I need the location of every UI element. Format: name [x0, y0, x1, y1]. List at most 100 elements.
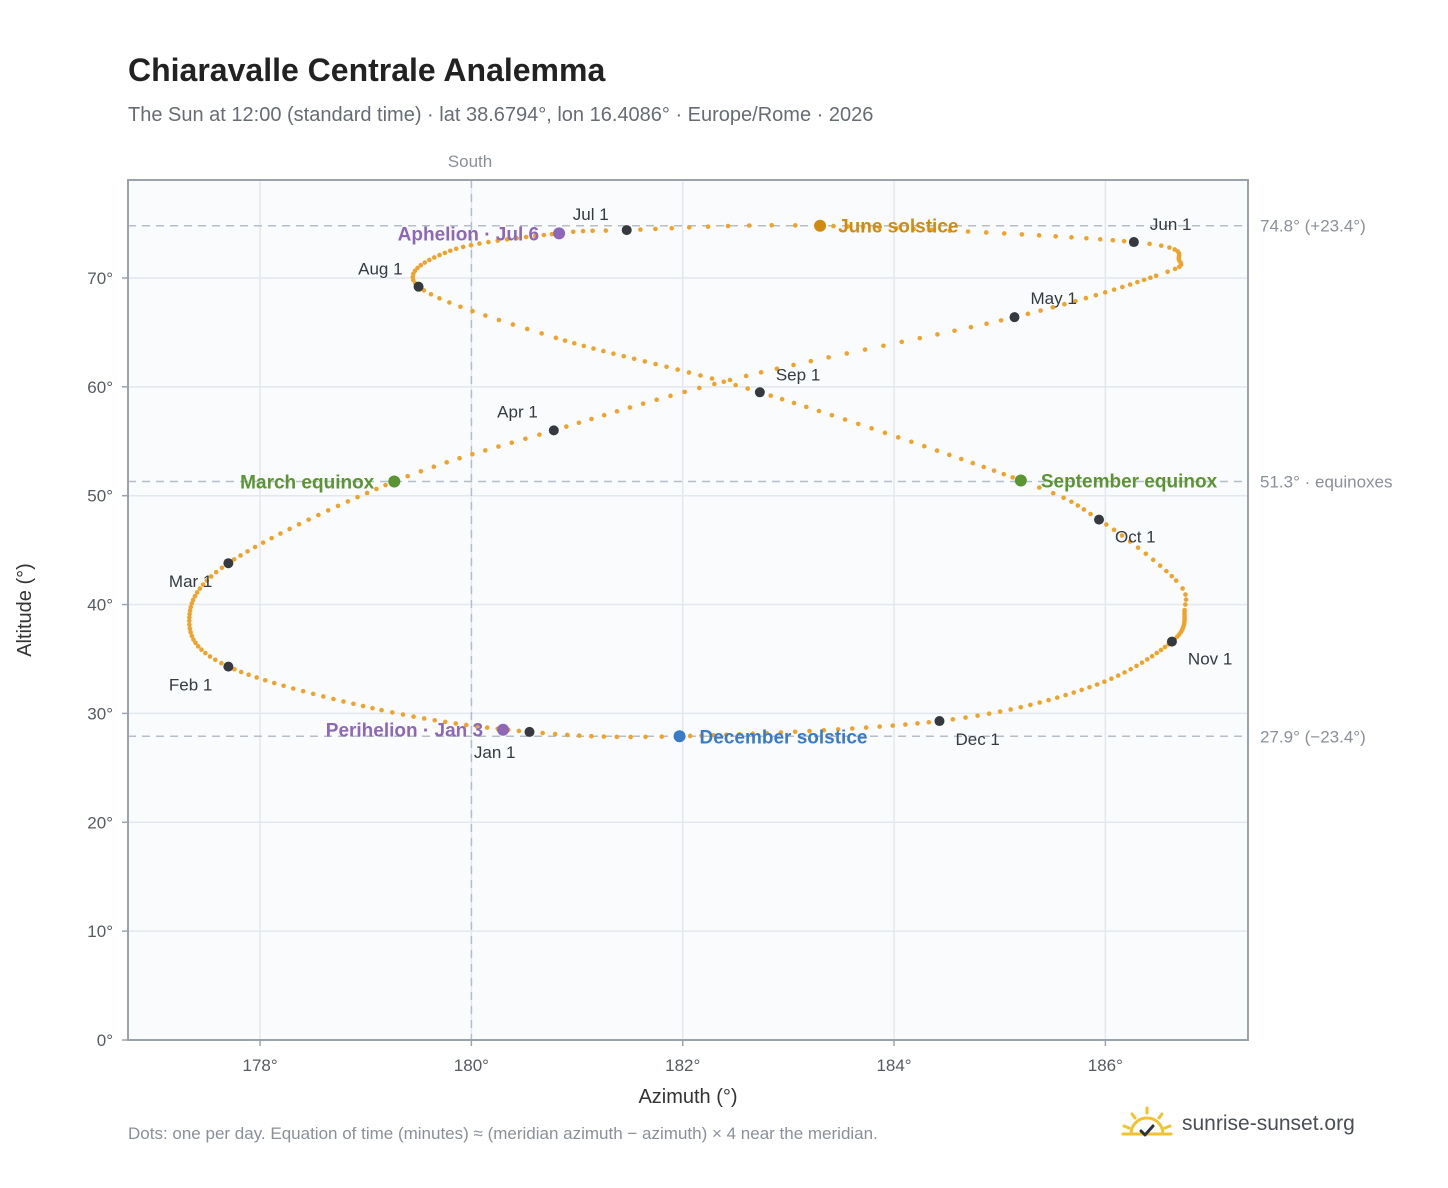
daily-sun-dot: [926, 719, 932, 725]
daily-sun-dot: [1053, 234, 1058, 239]
daily-sun-dot: [768, 393, 774, 398]
daily-sun-dot: [640, 401, 646, 406]
daily-sun-dot: [483, 313, 488, 318]
daily-sun-dot: [614, 734, 620, 740]
daily-sun-dot: [431, 464, 437, 469]
daily-sun-dot: [189, 601, 195, 606]
chart-subtitle: The Sun at 12:00 (standard time) · lat 3…: [128, 104, 874, 126]
daily-sun-dot: [792, 729, 798, 735]
daily-sun-dot: [1183, 592, 1188, 597]
event-marker-label: September equinox: [1041, 471, 1218, 492]
daily-sun-dot: [1037, 485, 1042, 490]
daily-sun-dot: [758, 370, 764, 375]
daily-sun-dot: [341, 699, 346, 704]
daily-sun-dot: [191, 637, 196, 642]
daily-sun-dot: [1115, 673, 1121, 678]
daily-sun-dot: [601, 734, 607, 739]
daily-sun-dot: [187, 626, 193, 631]
daily-sun-dot: [1010, 475, 1015, 480]
daily-sun-dot: [1109, 676, 1114, 681]
event-marker-label: Aphelion · Jul 6: [398, 224, 539, 245]
daily-sun-dot: [669, 225, 674, 231]
event-marker-label: December solstice: [700, 727, 868, 748]
daily-sun-dot: [1172, 247, 1177, 252]
daily-sun-dot: [496, 444, 501, 449]
daily-sun-dot: [187, 622, 192, 628]
month-marker-dot: [621, 225, 632, 236]
daily-sun-dot: [862, 347, 868, 352]
daily-sun-dot: [601, 412, 607, 418]
month-marker-label: Dec 1: [955, 730, 999, 749]
daily-sun-dot: [638, 227, 643, 232]
daily-sun-dot: [860, 224, 866, 230]
daily-sun-dot: [321, 694, 326, 699]
daily-sun-dot: [1088, 511, 1093, 517]
daily-sun-dot: [576, 733, 582, 738]
daily-sun-dot: [1019, 232, 1025, 237]
footnote: Dots: one per day. Equation of time (min…: [128, 1124, 878, 1143]
daily-sun-dot: [986, 711, 992, 716]
daily-sun-dot: [1148, 275, 1153, 281]
daily-sun-dot: [552, 731, 558, 737]
brand[interactable]: sunrise-sunset.org: [1120, 1102, 1355, 1146]
daily-sun-dot: [821, 727, 827, 733]
daily-sun-dot: [296, 521, 302, 527]
event-marker-dot: [497, 723, 510, 736]
month-marker-label: May 1: [1030, 289, 1076, 308]
daily-sun-dot: [238, 669, 244, 675]
daily-sun-dot: [477, 241, 482, 246]
daily-sun-dot: [1094, 682, 1100, 687]
daily-sun-dot: [899, 339, 905, 345]
daily-sun-dot: [325, 508, 331, 513]
daily-sun-dot: [444, 460, 450, 465]
daily-sun-dot: [643, 734, 648, 740]
daily-sun-dot: [1008, 707, 1013, 712]
daily-sun-dot: [262, 677, 268, 683]
daily-sun-dot: [523, 436, 528, 442]
daily-sun-dot: [1087, 684, 1092, 690]
daily-sun-dot: [269, 535, 274, 541]
daily-sun-dot: [1102, 290, 1108, 295]
daily-sun-dot: [984, 321, 989, 327]
daily-sun-dot: [1128, 666, 1133, 672]
daily-sun-dot: [698, 373, 703, 378]
daily-sun-dot: [844, 351, 850, 356]
daily-sun-dot: [804, 404, 809, 410]
daily-sun-dot: [590, 228, 595, 234]
daily-sun-dot: [1158, 647, 1164, 653]
daily-sun-dot: [915, 721, 920, 726]
daily-sun-dot: [998, 318, 1004, 323]
daily-sun-dot: [826, 355, 831, 360]
daily-sun-dot: [187, 611, 192, 617]
month-marker-dot: [223, 661, 234, 672]
daily-sun-dot: [1162, 644, 1168, 650]
daily-sun-dot: [1028, 702, 1033, 708]
daily-sun-dot: [570, 229, 576, 235]
daily-sun-dot: [437, 296, 442, 301]
daily-sun-dot: [1127, 539, 1133, 544]
daily-sun-dot: [1111, 287, 1117, 292]
daily-sun-dot: [422, 260, 428, 265]
month-marker-dot: [754, 387, 765, 398]
daily-sun-dot: [411, 714, 416, 719]
daily-sun-dot: [510, 322, 516, 327]
daily-sun-dot: [281, 683, 286, 689]
daily-sun-dot: [1121, 238, 1127, 244]
daily-sun-dot: [1018, 704, 1024, 710]
daily-sun-dot: [1110, 237, 1116, 243]
daily-sun-dot: [1025, 311, 1031, 317]
daily-sun-dot: [737, 731, 742, 737]
daily-sun-dot: [1135, 545, 1141, 550]
month-marker-label: Feb 1: [169, 676, 212, 695]
daily-sun-dot: [335, 503, 341, 509]
daily-sun-dot: [1139, 660, 1145, 665]
daily-sun-dot: [970, 460, 976, 466]
month-marker-label: Jun 1: [1150, 215, 1192, 234]
daily-sun-dot: [213, 657, 218, 663]
month-marker-dot: [1094, 514, 1105, 525]
y-tick-label: 30°: [87, 704, 113, 723]
daily-sun-dot: [845, 224, 851, 229]
daily-sun-dot: [495, 238, 501, 243]
daily-sun-dot: [370, 705, 375, 711]
daily-sun-dot: [764, 730, 770, 736]
